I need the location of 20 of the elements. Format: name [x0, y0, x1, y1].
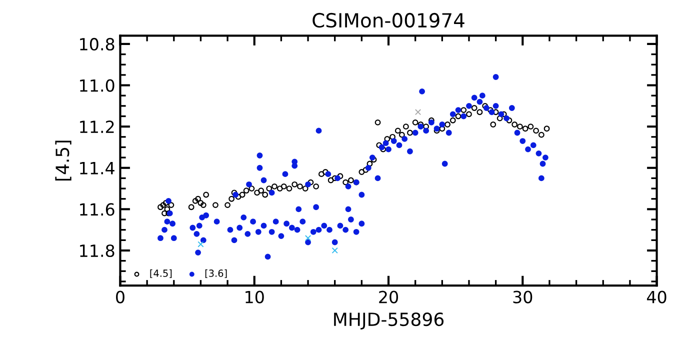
point	[414, 109, 422, 116]
x-tick-label: 0	[116, 290, 124, 304]
x-axis-title: MHJD-55896	[334, 312, 444, 330]
y-tick-label: 10.8	[80, 38, 114, 51]
point	[198, 241, 204, 248]
point	[304, 235, 312, 242]
x-tick-label: 10	[246, 290, 264, 304]
legend-label: [3.6]	[205, 269, 227, 278]
y-tick-label: 11.2	[80, 120, 114, 133]
y-tick-label: 11.0	[80, 79, 114, 92]
y-tick-label: 11.4	[80, 162, 114, 174]
legend-label: [4.5]	[150, 269, 172, 278]
x-tick-label: 30	[513, 290, 532, 304]
x-tick-label: 40	[646, 290, 666, 304]
y-tick-label: 11.8	[80, 244, 114, 258]
x-tick-label: 20	[379, 290, 398, 304]
y-axis-title: [4.5]	[55, 140, 72, 180]
chart-title: CSIMon-001974	[312, 12, 464, 28]
point	[332, 247, 338, 254]
y-tick-label: 11.6	[80, 203, 114, 216]
